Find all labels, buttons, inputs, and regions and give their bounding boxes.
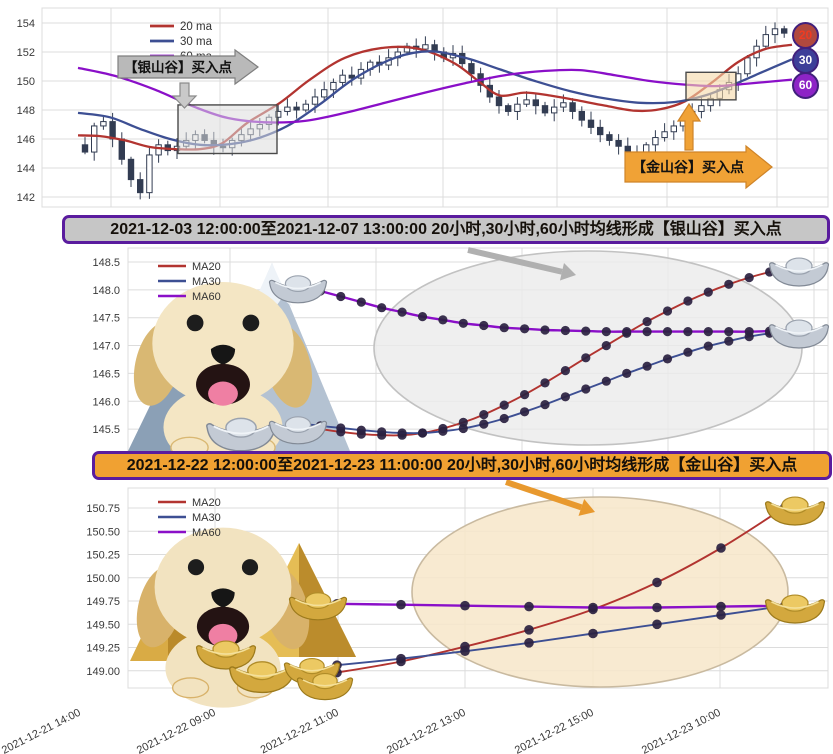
annotation-arrow-icon	[505, 479, 595, 516]
svg-text:【银山谷】买入点: 【银山谷】买入点	[124, 59, 232, 75]
ma60-badge-label: 60	[798, 78, 813, 92]
ma20-badge: 20	[792, 22, 819, 49]
ma60-badge: 60	[792, 72, 819, 99]
y-tick-label: 146.0	[92, 396, 120, 408]
gold-ingot-icon	[764, 496, 826, 526]
ma60-line	[336, 602, 786, 609]
y-tick-label: 148	[17, 105, 35, 117]
y-tick-label: 148.0	[92, 285, 120, 297]
silver-valley-rect	[177, 104, 278, 155]
gold-valley-line-chart: 149.00 149.25 149.50 149.75 150.00 150.25 150.…	[86, 479, 829, 708]
legend-label: MA30	[192, 512, 221, 524]
legend: MA20 MA30 MA60	[158, 261, 221, 303]
y-tick-label: 150.75	[86, 503, 120, 515]
gold-ingot-icon	[195, 640, 257, 670]
silver-ingot-icon	[206, 417, 276, 452]
y-tick-label: 142	[17, 192, 35, 204]
y-tick-label: 145.5	[92, 424, 120, 436]
scenery	[130, 527, 356, 708]
ma60-markers	[295, 280, 795, 337]
y-tick-label: 146	[17, 134, 35, 146]
ma30-badge-label: 30	[798, 53, 813, 67]
y-tick-label: 149.00	[86, 666, 120, 678]
svg-text:【金山谷】买入点: 【金山谷】买入点	[632, 159, 744, 175]
gold-ingot-icon	[296, 672, 354, 701]
gold-valley-callout: 【金山谷】买入点	[624, 102, 773, 190]
y-tick-label: 150	[17, 76, 35, 88]
gold-ingot-icon	[229, 661, 295, 694]
silver-ingot-icon	[268, 416, 328, 445]
silver-valley-title: 2021-12-03 12:00:00至2021-12-07 13:00:00 …	[62, 215, 830, 244]
legend: MA20 MA30 MA60	[158, 497, 221, 539]
y-tick-label: 154	[17, 18, 35, 30]
legend-label: MA20	[192, 497, 221, 509]
legend-label: 20 ma	[180, 21, 213, 33]
ma20-line	[336, 506, 786, 674]
up-arrow-icon	[676, 102, 702, 151]
legend-label: MA20	[192, 261, 221, 273]
legend-label: MA60	[192, 527, 221, 539]
y-tick-label: 150.50	[86, 526, 120, 538]
y-tick-label: 150.25	[86, 550, 120, 562]
y-tick-label: 149.75	[86, 596, 120, 608]
ma20-badge-label: 20	[798, 28, 813, 42]
highlight-ellipse	[411, 496, 789, 688]
y-tick-label: 147.0	[92, 341, 120, 353]
y-tick-label: 149.25	[86, 643, 120, 655]
y-tick-label: 152	[17, 47, 35, 59]
y-tick-label: 150.00	[86, 573, 120, 585]
golden-retriever-illustration	[133, 282, 313, 455]
silver-ingot-icon	[768, 319, 830, 349]
legend-label: 30 ma	[180, 36, 213, 48]
y-tick-label: 147.5	[92, 313, 120, 325]
silver-valley-callout: 【银山谷】买入点	[117, 48, 260, 109]
annotation-arrow-icon	[467, 247, 576, 281]
y-tick-label: 148.5	[92, 257, 120, 269]
y-tick-label: 144	[17, 163, 35, 175]
scenery	[128, 263, 350, 455]
y-tick-label: 149.50	[86, 619, 120, 631]
gold-valley-rect	[685, 71, 737, 101]
ma30-badge: 30	[792, 47, 819, 74]
silver-ingot-icon	[268, 275, 328, 304]
down-arrow-icon	[171, 82, 198, 109]
silver-ingot-icon	[768, 257, 830, 287]
legend-label: MA60	[192, 291, 221, 303]
ma30-line	[336, 604, 786, 667]
y-tick-label: 146.5	[92, 368, 120, 380]
gold-ingot-icon	[764, 594, 826, 624]
highlight-ellipse	[373, 250, 803, 446]
legend-label: MA30	[192, 276, 221, 288]
gold-ingot-icon	[288, 592, 348, 621]
gold-valley-title: 2021-12-22 12:00:00至2021-12-23 11:00:00 …	[92, 451, 832, 480]
